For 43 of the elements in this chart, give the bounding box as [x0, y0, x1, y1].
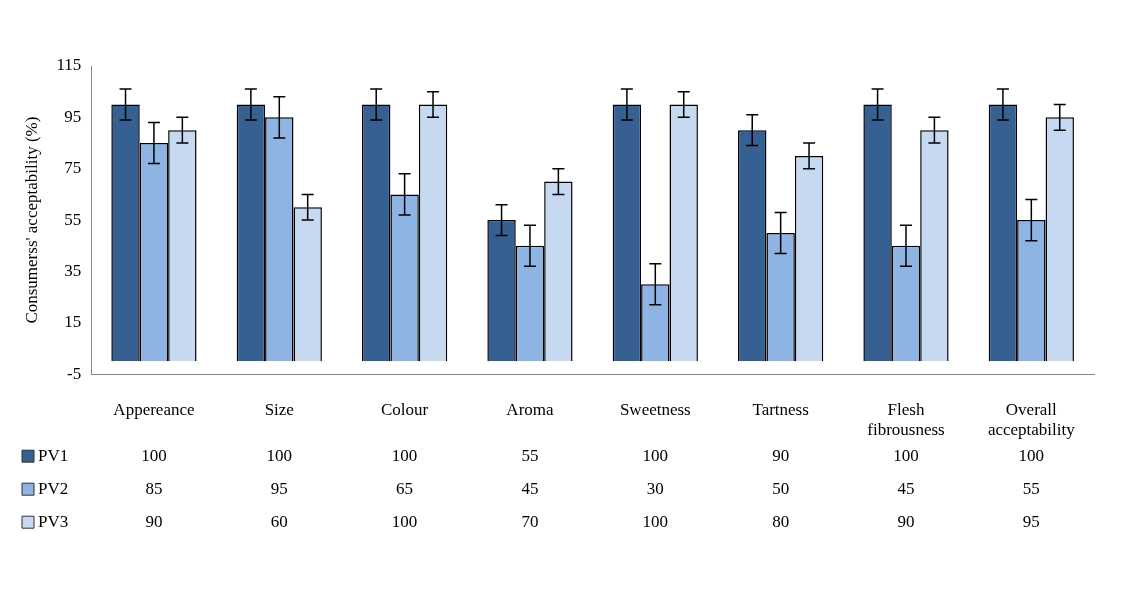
data-label: 95: [1022, 511, 1040, 531]
y-tick-label: 75: [64, 158, 82, 178]
x-tick-label: Tartness: [752, 399, 809, 419]
x-tick-label: Colour: [381, 399, 429, 419]
y-tick-label: 55: [64, 209, 82, 229]
data-label: 90: [145, 511, 163, 531]
x-tick-label: Size: [264, 399, 294, 419]
data-label: 80: [772, 511, 790, 531]
data-label: 50: [772, 478, 790, 498]
data-label: 100: [391, 511, 418, 531]
y-tick-label: 95: [64, 106, 82, 126]
data-label: 60: [270, 511, 288, 531]
x-tick-label: Flesh fibrousness: [867, 399, 945, 440]
legend-label: PV2: [38, 478, 69, 498]
x-tick-label: Aroma: [506, 399, 555, 419]
data-label: 30: [646, 478, 664, 498]
data-label: 100: [642, 511, 669, 531]
data-label: 100: [1018, 445, 1045, 465]
data-label: 100: [642, 445, 669, 465]
data-label: 90: [897, 511, 915, 531]
data-label: 55: [521, 445, 539, 465]
data-label: 45: [897, 478, 915, 498]
y-tick-label: 15: [64, 312, 82, 332]
x-tick-label: Appereance: [113, 399, 195, 419]
data-label: 100: [391, 445, 418, 465]
data-label: 100: [266, 445, 293, 465]
y-tick-label: -5: [67, 363, 82, 383]
y-tick-label: 115: [56, 55, 82, 75]
y-axis-title: Consumerss' acceptability (%): [21, 116, 41, 324]
data-label: 65: [396, 478, 414, 498]
data-label: 55: [1022, 478, 1040, 498]
data-label: 45: [521, 478, 539, 498]
data-label: 70: [521, 511, 539, 531]
data-label: 85: [145, 478, 163, 498]
data-label: 100: [893, 445, 919, 465]
data-label: 100: [141, 445, 167, 465]
data-label: 90: [772, 445, 790, 465]
x-tick-label: Sweetness: [619, 399, 691, 419]
legend-label: PV1: [38, 445, 69, 465]
data-label: 95: [270, 478, 288, 498]
x-tick-label: Overall acceptability: [987, 399, 1076, 440]
legend-label: PV3: [38, 511, 69, 531]
y-tick-label: 35: [64, 260, 82, 280]
